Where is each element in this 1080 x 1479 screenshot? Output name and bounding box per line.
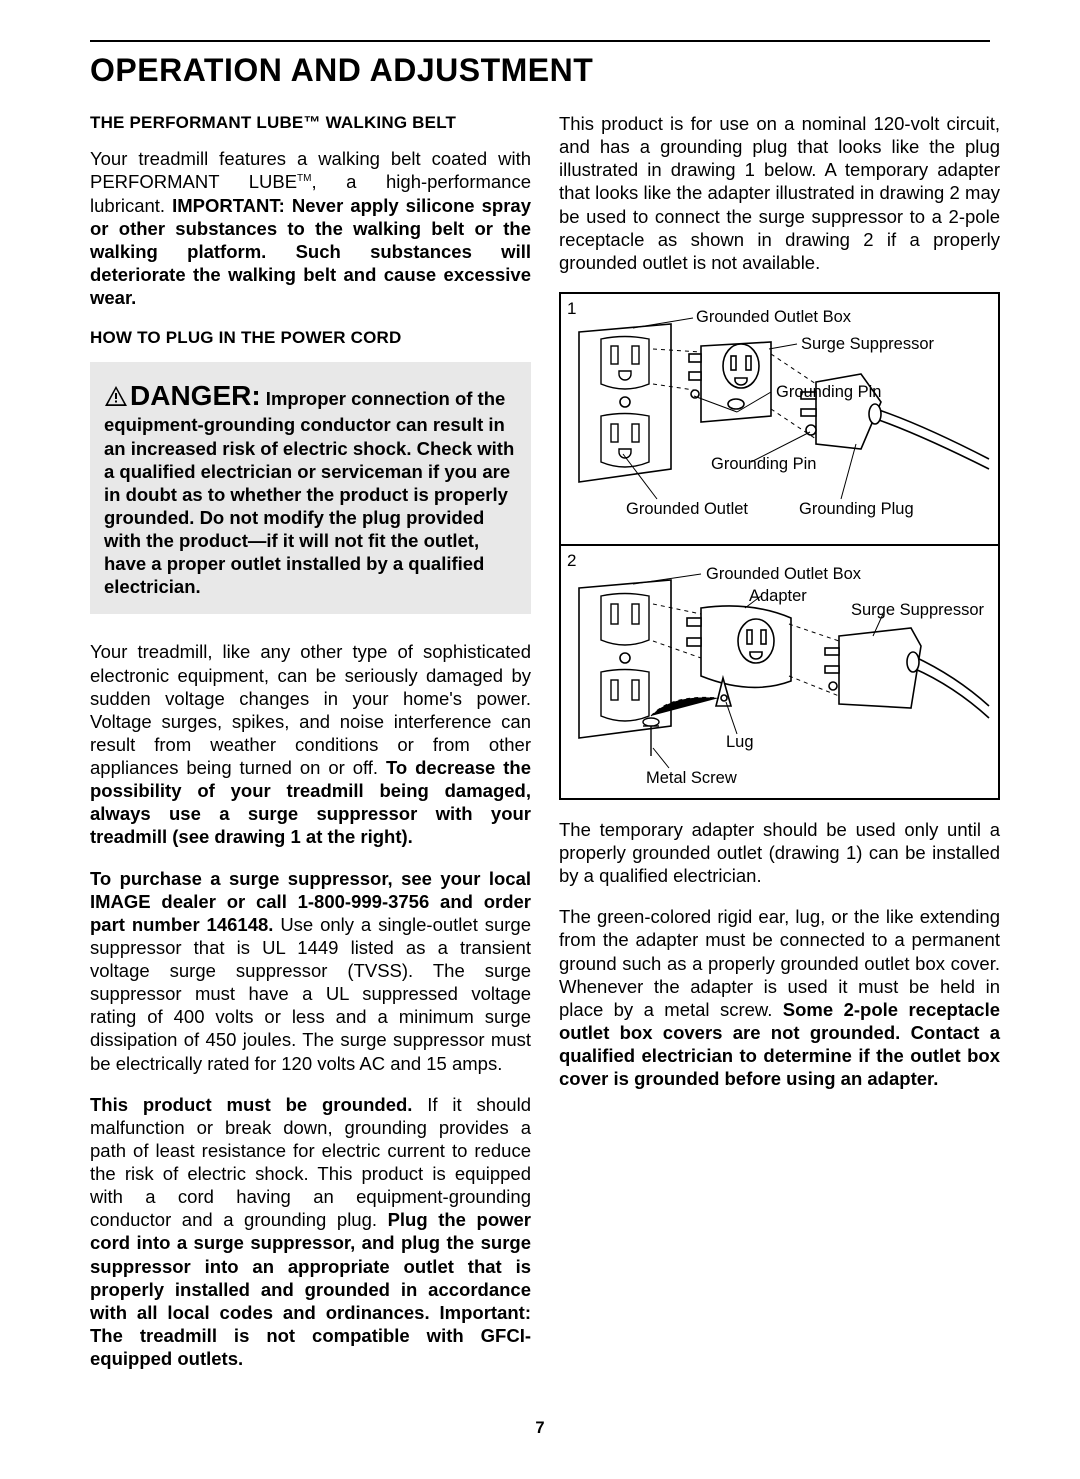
label-surge-suppressor-2: Surge Suppressor — [851, 600, 984, 621]
two-column-layout: THE PERFORMANT LUBE™ WALKING BELT Your t… — [90, 112, 990, 1388]
para-belt: Your treadmill features a walking belt c… — [90, 147, 531, 309]
label-adapter: Adapter — [749, 586, 807, 607]
danger-paragraph: DANGER: Improper connection of the equip… — [104, 378, 517, 598]
para-temp-adapter: The temporary adapter should be used onl… — [559, 818, 1000, 887]
warning-triangle-icon — [104, 385, 128, 407]
label-grounding-pin-1: Grounding Pin — [776, 382, 882, 403]
label-lug: Lug — [726, 732, 754, 753]
subhead-plug: HOW TO PLUG IN THE POWER CORD — [90, 327, 531, 348]
para-grounded-bold: This product must be grounded. — [90, 1094, 412, 1115]
label-grounding-plug: Grounding Plug — [799, 499, 914, 520]
label-metal-screw: Metal Screw — [646, 768, 737, 789]
para-grounded-bold2: Plug the power cord into a surge suppres… — [90, 1209, 531, 1369]
danger-box: DANGER: Improper connection of the equip… — [90, 362, 531, 614]
para-grounded: This product must be grounded. If it sho… — [90, 1093, 531, 1371]
label-grounded-outlet-box-2: Grounded Outlet Box — [706, 564, 861, 585]
para-purchase-b: Use only a single-outlet surge suppresso… — [90, 914, 531, 1074]
right-column: This product is for use on a nominal 120… — [559, 112, 1000, 1388]
para-green-lug: The green-colored rigid ear, lug, or the… — [559, 905, 1000, 1090]
subhead-belt: THE PERFORMANT LUBE™ WALKING BELT — [90, 112, 531, 133]
label-grounded-outlet-box-1: Grounded Outlet Box — [696, 307, 851, 328]
para-120v: This product is for use on a nominal 120… — [559, 112, 1000, 274]
tm-superscript: TM — [297, 173, 311, 184]
para-surge: Your treadmill, like any other type of s… — [90, 640, 531, 848]
diagram-box: 1 — [559, 292, 1000, 800]
diagram-panel-1: 1 — [561, 294, 998, 546]
left-column: THE PERFORMANT LUBE™ WALKING BELT Your t… — [90, 112, 531, 1388]
label-grounding-pin-2: Grounding Pin — [711, 454, 817, 475]
page-number: 7 — [90, 1418, 990, 1439]
danger-word: DANGER: — [130, 380, 261, 411]
top-rule — [90, 40, 990, 42]
label-surge-suppressor-1: Surge Suppressor — [801, 334, 934, 355]
label-grounded-outlet: Grounded Outlet — [626, 499, 748, 520]
danger-lead-text: Improper connection of the equipment-gro… — [104, 388, 514, 597]
para-purchase: To purchase a surge suppressor, see your… — [90, 867, 531, 1075]
page-title: OPERATION AND ADJUSTMENT — [90, 50, 990, 90]
diagram-panel-2: 2 — [561, 546, 998, 798]
